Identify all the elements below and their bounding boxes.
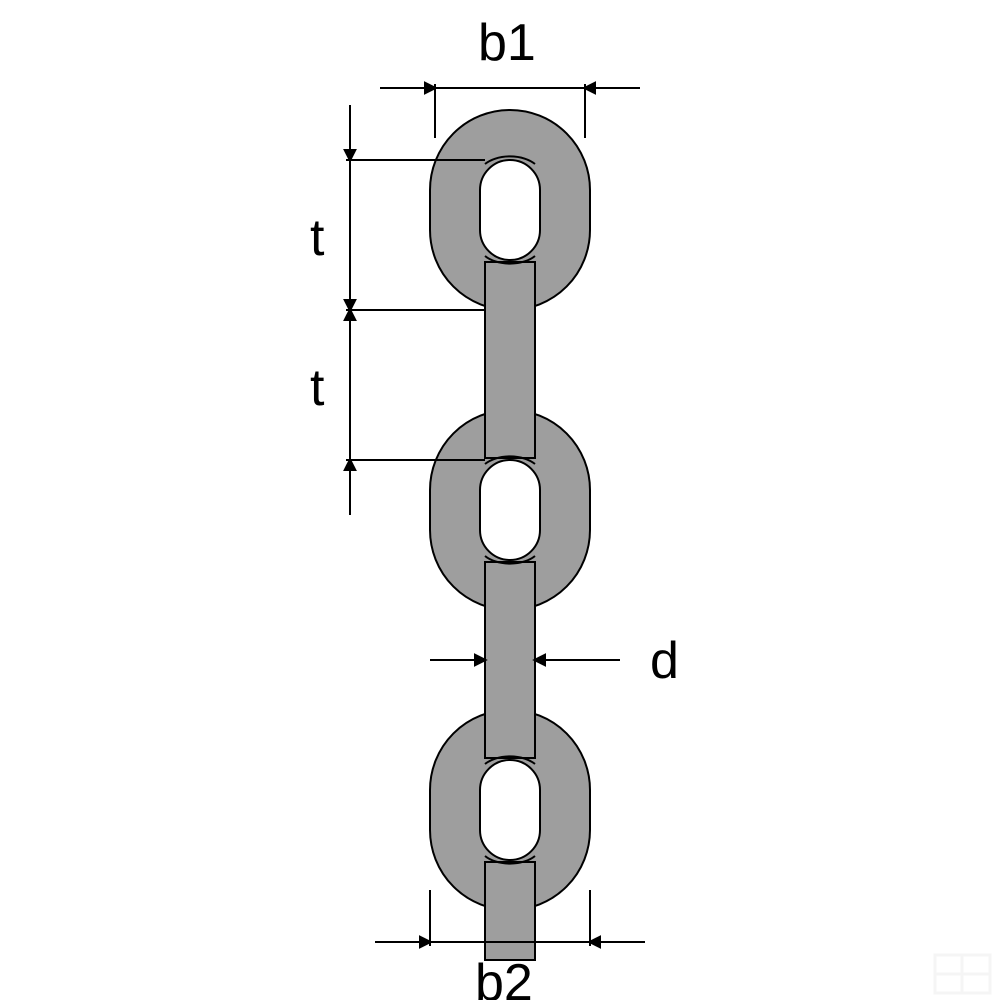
watermark: [935, 955, 990, 993]
label-t-upper: t: [310, 209, 325, 267]
label-d: d: [650, 632, 679, 690]
label-t-lower: t: [310, 359, 325, 417]
chain-dimension-diagram: b1 t t d b2: [0, 0, 1000, 1000]
dimension-lines: [346, 84, 645, 946]
label-b2: b2: [475, 954, 533, 1000]
chain: [430, 110, 590, 960]
label-b1: b1: [478, 14, 536, 72]
